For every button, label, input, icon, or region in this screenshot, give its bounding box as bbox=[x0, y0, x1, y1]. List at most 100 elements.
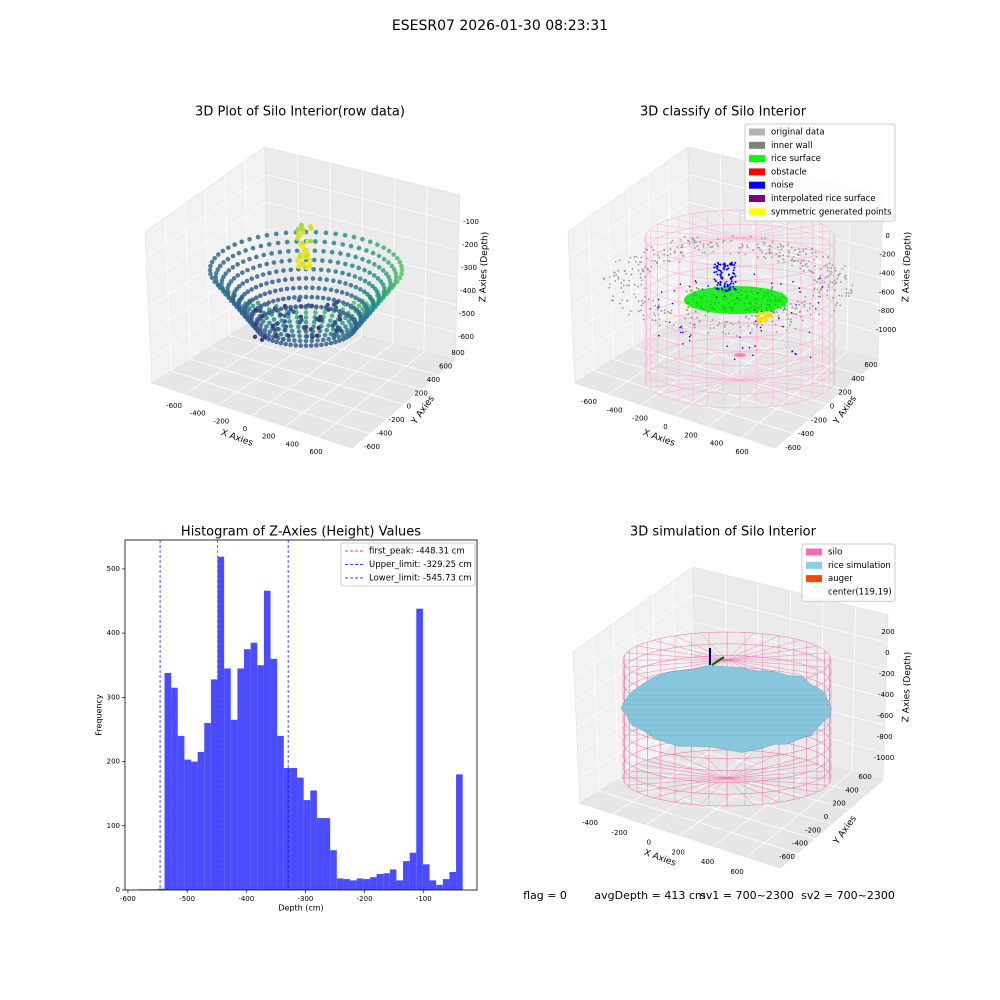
point bbox=[835, 304, 837, 307]
point bbox=[732, 269, 735, 272]
point bbox=[730, 261, 733, 264]
point bbox=[266, 242, 272, 247]
point bbox=[693, 242, 696, 244]
point bbox=[809, 314, 812, 316]
point bbox=[282, 319, 288, 324]
point bbox=[759, 320, 762, 324]
point bbox=[290, 285, 296, 291]
point bbox=[208, 263, 213, 269]
point bbox=[399, 271, 404, 277]
point bbox=[668, 321, 671, 324]
point bbox=[696, 236, 699, 239]
point bbox=[663, 312, 666, 315]
bar bbox=[250, 642, 258, 890]
point bbox=[300, 261, 306, 267]
point bbox=[652, 299, 654, 302]
legend-swatch bbox=[806, 548, 822, 556]
x-tick-label: -400 bbox=[607, 406, 623, 414]
point bbox=[763, 291, 766, 294]
point bbox=[258, 282, 264, 288]
point bbox=[771, 256, 773, 259]
point bbox=[736, 297, 738, 299]
point bbox=[279, 259, 284, 264]
point bbox=[337, 279, 342, 285]
point bbox=[254, 254, 259, 260]
point bbox=[648, 270, 651, 273]
point bbox=[806, 309, 809, 312]
point bbox=[278, 306, 284, 312]
legend-box bbox=[744, 123, 896, 222]
point bbox=[286, 295, 292, 301]
point bbox=[711, 245, 714, 248]
point bbox=[811, 305, 814, 308]
bar bbox=[350, 880, 357, 890]
point bbox=[639, 276, 642, 279]
point bbox=[617, 277, 620, 280]
point bbox=[700, 305, 703, 307]
point bbox=[733, 299, 736, 301]
point bbox=[313, 239, 318, 244]
point bbox=[783, 304, 785, 307]
point bbox=[701, 251, 704, 254]
point bbox=[714, 280, 717, 283]
point bbox=[303, 310, 309, 316]
point bbox=[376, 253, 382, 259]
point bbox=[829, 273, 832, 276]
point bbox=[340, 270, 345, 276]
y-tick-label: 200 bbox=[832, 800, 845, 808]
point bbox=[759, 249, 762, 252]
point bbox=[739, 336, 741, 338]
point bbox=[762, 241, 765, 244]
point bbox=[729, 262, 732, 265]
point bbox=[221, 288, 226, 294]
point bbox=[272, 288, 278, 294]
point bbox=[362, 278, 368, 284]
point bbox=[322, 332, 328, 338]
point bbox=[759, 317, 762, 321]
silo-wire bbox=[726, 635, 780, 661]
point bbox=[367, 239, 373, 245]
point bbox=[778, 299, 780, 302]
point bbox=[622, 279, 625, 282]
silo-wire bbox=[657, 365, 741, 381]
z-tick-label: -300 bbox=[461, 264, 477, 272]
point bbox=[297, 233, 303, 239]
point bbox=[764, 257, 767, 260]
point bbox=[293, 304, 298, 309]
point bbox=[790, 259, 793, 262]
panel-3d: 3D Plot of Silo Interior(row data) -600 -4… bbox=[144, 105, 491, 456]
point bbox=[319, 304, 324, 310]
point bbox=[803, 300, 806, 303]
point bbox=[764, 237, 767, 239]
bar bbox=[157, 888, 165, 890]
point bbox=[831, 264, 834, 267]
point bbox=[782, 309, 785, 311]
point bbox=[777, 315, 780, 317]
point bbox=[261, 252, 267, 258]
point bbox=[640, 304, 643, 307]
point bbox=[797, 300, 800, 303]
point bbox=[620, 286, 623, 289]
silo-wire bbox=[726, 758, 801, 779]
point bbox=[633, 256, 636, 258]
point bbox=[780, 292, 783, 295]
point bbox=[833, 309, 836, 312]
x-tick-label: -600 bbox=[120, 895, 136, 903]
point bbox=[609, 283, 611, 285]
silo-wire bbox=[653, 777, 728, 798]
point bbox=[805, 262, 808, 265]
point bbox=[641, 268, 644, 271]
point bbox=[331, 240, 337, 246]
point bbox=[366, 259, 372, 264]
legend-label: original data bbox=[771, 128, 825, 138]
point bbox=[245, 289, 251, 295]
point bbox=[692, 294, 695, 297]
point bbox=[262, 327, 268, 333]
silo-wire bbox=[726, 763, 818, 779]
point bbox=[253, 295, 259, 301]
point bbox=[707, 332, 710, 335]
point bbox=[679, 283, 682, 286]
point bbox=[717, 263, 720, 266]
point bbox=[296, 263, 301, 269]
bar bbox=[217, 556, 225, 890]
